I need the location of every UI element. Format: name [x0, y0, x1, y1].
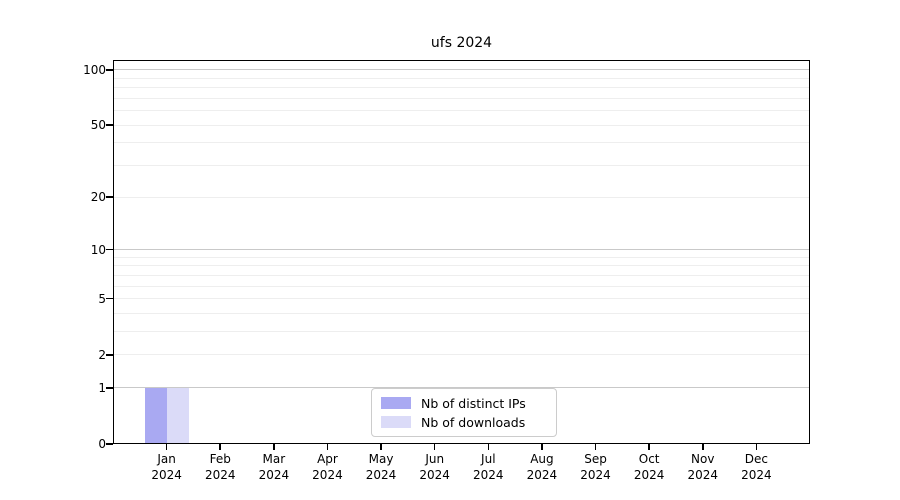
x-tick-month-may: May — [368, 452, 394, 466]
y-gridline-minor-80 — [113, 87, 810, 89]
y-tick-label-2: 2 — [98, 347, 106, 362]
y-tick-label-0: 0 — [98, 437, 106, 451]
y-tick-label-1: 1 — [98, 380, 106, 395]
x-tick-year-jan: 2024 — [151, 467, 182, 482]
x-tick-mark-apr — [326, 444, 329, 450]
y-tick-mark-2 — [106, 354, 113, 356]
chart-title: ufs 2024 — [430, 35, 493, 51]
x-tick-label-nov: Nov 2024 — [673, 452, 733, 483]
x-tick-label-aug: Aug 2024 — [512, 452, 572, 483]
legend-label-nb-of-downloads: Nb of downloads — [421, 414, 526, 430]
x-tick-label-apr: Apr 2024 — [297, 452, 357, 483]
x-tick-month-feb: Feb — [209, 452, 231, 466]
y-tick-mark-50 — [106, 124, 113, 126]
x-tick-month-jun: Jun — [425, 452, 445, 466]
x-tick-year-jun: 2024 — [419, 467, 450, 482]
y-gridline-minor-4 — [113, 313, 810, 314]
x-tick-mark-may — [380, 444, 382, 450]
y-gridline-minor-30 — [113, 165, 810, 167]
y-gridline-minor-9 — [113, 256, 810, 258]
x-tick-mark-oct — [648, 444, 650, 450]
y-gridline-minor-8 — [113, 265, 810, 267]
x-tick-year-may: 2024 — [365, 467, 397, 482]
x-tick-month-apr: Apr — [317, 452, 338, 466]
y-tick-label-100: 100 — [83, 62, 106, 77]
x-tick-month-nov: Nov — [691, 452, 715, 466]
y-gridline-major-1 — [113, 387, 810, 389]
y-gridline-minor-20 — [113, 196, 810, 198]
x-tick-label-may: May 2024 — [351, 452, 411, 483]
y-gridline-minor-90 — [113, 77, 810, 79]
x-tick-month-oct: Oct — [638, 452, 660, 466]
x-tick-year-feb: 2024 — [204, 467, 236, 482]
y-tick-label-5: 5 — [98, 291, 106, 306]
x-tick-month-dec: Dec — [744, 452, 768, 466]
x-tick-mark-sep — [594, 444, 597, 450]
x-tick-year-aug: 2024 — [526, 467, 558, 482]
legend-label-nb-of-distinct-ips: Nb of distinct IPs — [421, 395, 526, 411]
x-tick-month-sep: Sep — [584, 452, 607, 466]
y-gridline-major-10 — [113, 249, 810, 251]
y-tick-mark-10 — [106, 248, 113, 251]
bar-jan-nb-of-distinct-ips — [144, 387, 167, 444]
x-tick-month-jul: Jul — [481, 452, 496, 466]
x-tick-label-oct: Oct 2024 — [619, 452, 679, 483]
y-gridline-minor-5 — [113, 298, 810, 300]
x-tick-year-sep: 2024 — [580, 467, 611, 482]
x-tick-year-jul: 2024 — [473, 467, 504, 482]
y-tick-mark-0 — [106, 443, 113, 445]
x-tick-mark-jul — [487, 444, 490, 450]
y-gridline-major-100 — [113, 69, 810, 71]
y-gridline-minor-60 — [113, 110, 810, 112]
bar-jan-nb-of-downloads — [166, 387, 189, 444]
legend-item-nb-of-downloads: Nb of downloads — [381, 415, 547, 430]
y-tick-mark-100 — [106, 69, 113, 71]
x-tick-month-aug: Aug — [530, 452, 554, 466]
y-gridline-minor-2 — [113, 354, 810, 356]
y-gridline-minor-7 — [113, 274, 810, 276]
y-tick-mark-5 — [106, 297, 113, 300]
x-tick-month-mar: Mar — [262, 452, 286, 466]
y-tick-label-50: 50 — [90, 118, 106, 133]
y-gridline-minor-3 — [113, 331, 810, 333]
x-tick-label-sep: Sep 2024 — [566, 452, 626, 483]
legend-swatch-nb-of-distinct-ips — [381, 397, 411, 409]
x-tick-year-nov: 2024 — [687, 467, 719, 482]
y-tick-label-10: 10 — [90, 242, 106, 257]
legend: Nb of distinct IPs Nb of downloads — [371, 388, 557, 437]
x-tick-label-feb: Feb 2024 — [190, 452, 250, 483]
x-tick-label-dec: Dec 2024 — [726, 452, 786, 483]
y-gridline-minor-40 — [113, 142, 810, 144]
x-tick-mark-feb — [219, 444, 221, 450]
x-tick-label-jun: Jun 2024 — [405, 452, 465, 483]
y-gridline-minor-50 — [113, 124, 810, 126]
x-tick-mark-jan — [165, 444, 168, 450]
x-tick-label-mar: Mar 2024 — [244, 452, 304, 483]
x-tick-mark-mar — [273, 444, 275, 450]
legend-swatch-nb-of-downloads — [381, 416, 411, 428]
x-tick-mark-aug — [541, 444, 543, 450]
x-tick-month-jan: Jan — [157, 452, 176, 466]
y-tick-mark-1 — [106, 387, 113, 389]
x-tick-mark-jun — [433, 444, 436, 450]
x-tick-year-oct: 2024 — [633, 467, 665, 482]
y-tick-mark-20 — [106, 196, 113, 198]
legend-item-nb-of-distinct-ips: Nb of distinct IPs — [381, 396, 547, 411]
x-tick-mark-nov — [702, 444, 704, 450]
y-gridline-minor-70 — [113, 97, 810, 99]
y-gridline-minor-6 — [113, 285, 810, 287]
x-tick-year-dec: 2024 — [741, 467, 772, 482]
x-tick-mark-dec — [755, 444, 758, 450]
x-tick-year-mar: 2024 — [258, 467, 290, 482]
x-tick-label-jul: Jul 2024 — [458, 452, 518, 483]
x-tick-year-apr: 2024 — [312, 467, 343, 482]
x-tick-label-jan: Jan 2024 — [137, 452, 197, 483]
y-tick-label-20: 20 — [90, 190, 106, 205]
